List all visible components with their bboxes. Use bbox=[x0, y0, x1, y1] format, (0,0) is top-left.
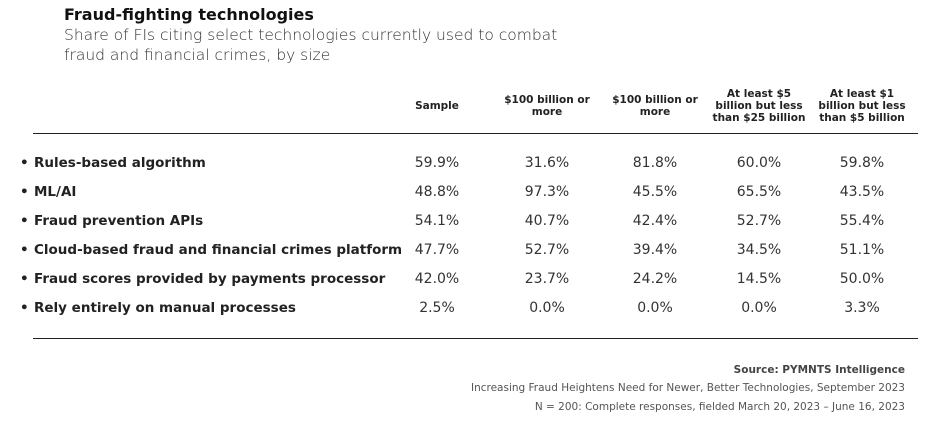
row-label-text: Cloud-based fraud and financial crimes p… bbox=[34, 242, 403, 258]
source: Source: PYMNTS Intelligence bbox=[733, 364, 905, 376]
column-header: At least $5 billion but less than $25 bi… bbox=[712, 88, 806, 124]
cell: 59.8% bbox=[839, 155, 885, 171]
cell: 34.5% bbox=[736, 242, 782, 258]
cell: 23.7% bbox=[524, 271, 570, 287]
row-label: Rely entirely on manual processes bbox=[20, 300, 296, 316]
cell: 24.2% bbox=[632, 271, 678, 287]
row-label: Fraud prevention APIs bbox=[20, 213, 203, 229]
cell: 31.6% bbox=[524, 155, 570, 171]
bottom-rule bbox=[33, 338, 918, 339]
cell: 0.0% bbox=[637, 300, 673, 316]
cell: 51.1% bbox=[839, 242, 885, 258]
row-label-text: ML/AI bbox=[34, 184, 77, 200]
cell: 3.3% bbox=[844, 300, 880, 316]
cell: 60.0% bbox=[736, 155, 782, 171]
cell: 39.4% bbox=[632, 242, 678, 258]
row-label: Fraud scores provided by payments proces… bbox=[20, 271, 385, 287]
cell: 0.0% bbox=[741, 300, 777, 316]
row-label-text: Fraud prevention APIs bbox=[34, 213, 204, 229]
report: Increasing Fraud Heightens Need for Newe… bbox=[470, 382, 905, 394]
row-label: Cloud-based fraud and financial crimes p… bbox=[20, 242, 402, 258]
cell: 40.7% bbox=[524, 213, 570, 229]
cell: 42.4% bbox=[632, 213, 678, 229]
cell: 52.7% bbox=[524, 242, 570, 258]
cell: 59.9% bbox=[414, 155, 460, 171]
row-label: Rules-based algorithm bbox=[20, 155, 206, 171]
row-label-text: Rules-based algorithm bbox=[34, 155, 206, 171]
cell: 54.1% bbox=[414, 213, 460, 229]
cell: 81.8% bbox=[632, 155, 678, 171]
subtitle: Share of FIs citing select technologies … bbox=[64, 26, 558, 64]
cell: 45.5% bbox=[632, 184, 678, 200]
row-label: ML/AI bbox=[20, 184, 76, 200]
cell: 47.7% bbox=[414, 242, 460, 258]
cell: 42.0% bbox=[414, 271, 460, 287]
cell: 97.3% bbox=[524, 184, 570, 200]
column-header: $100 billion or more bbox=[504, 94, 590, 118]
cell: 65.5% bbox=[736, 184, 782, 200]
header-rule bbox=[33, 133, 918, 134]
cell: 43.5% bbox=[839, 184, 885, 200]
cell: 2.5% bbox=[419, 300, 455, 316]
row-label-text: Fraud scores provided by payments proces… bbox=[34, 271, 386, 287]
row-label-text: Rely entirely on manual processes bbox=[34, 300, 296, 316]
cell: 55.4% bbox=[839, 213, 885, 229]
title: Fraud-fighting technologies bbox=[64, 5, 314, 24]
column-header: At least $1 billion but less than $5 bil… bbox=[818, 88, 906, 124]
column-header: $100 billion or more bbox=[612, 94, 698, 118]
cell: 14.5% bbox=[736, 271, 782, 287]
cell: 52.7% bbox=[736, 213, 782, 229]
column-header: Sample bbox=[415, 100, 459, 112]
cell: 48.8% bbox=[414, 184, 460, 200]
sample-note: N = 200: Complete responses, fielded Mar… bbox=[534, 401, 905, 413]
cell: 50.0% bbox=[839, 271, 885, 287]
cell: 0.0% bbox=[529, 300, 565, 316]
